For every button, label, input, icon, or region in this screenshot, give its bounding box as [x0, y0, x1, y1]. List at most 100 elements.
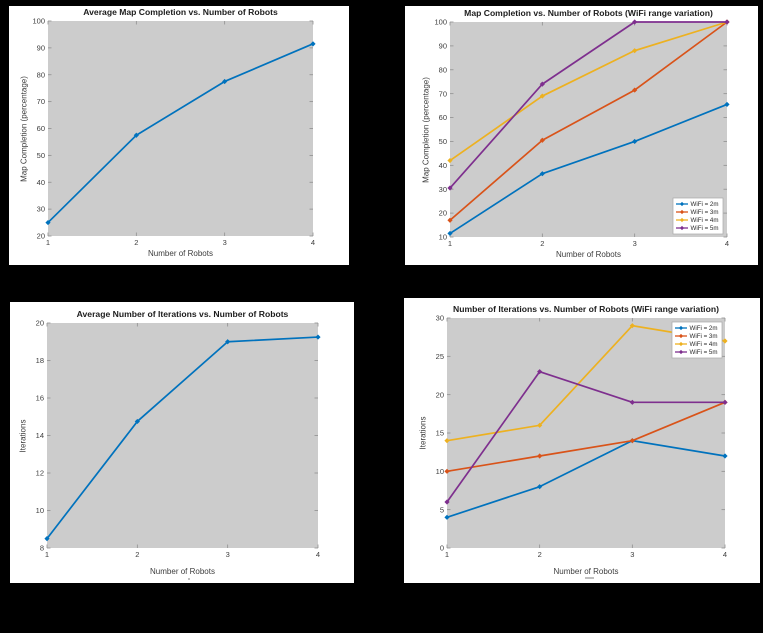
series-wifi-2m-0 [444, 438, 728, 520]
y-tick-label: 50 [37, 151, 45, 160]
legend-label: WiFi = 4m [690, 341, 718, 348]
x-tick-label: 4 [311, 238, 315, 247]
figure-average-map-completion: Average Map Completion vs. Number of Rob… [9, 6, 349, 265]
legend-marker [679, 225, 685, 231]
y-tick-label: 15 [436, 429, 444, 438]
x-axis-label: Number of Robots [148, 249, 213, 258]
legend-marker [678, 349, 684, 355]
data-point-marker [447, 230, 453, 237]
figure-average-iterations: Average Number of Iterations vs. Number … [10, 302, 354, 583]
y-tick-label: 25 [436, 352, 444, 361]
data-point-marker [444, 438, 450, 444]
data-point-marker [222, 78, 228, 85]
x-tick-label: 1 [46, 238, 50, 247]
data-point-marker [44, 536, 50, 542]
y-tick-label: 20 [37, 232, 45, 241]
legend-label: WiFi = 5m [690, 349, 718, 356]
series-line [449, 21, 727, 189]
legend-label: WiFi = 3m [691, 209, 719, 216]
legend-label: WiFi = 3m [690, 333, 718, 340]
x-axis-label: Number of Robots [150, 567, 215, 576]
data-point-marker [722, 453, 728, 459]
legend-label: WiFi = 2m [691, 201, 719, 208]
data-point-marker [722, 338, 728, 344]
y-tick-label: 10 [436, 467, 444, 476]
y-tick-label: 30 [439, 185, 447, 194]
chart-title: Average Number of Iterations vs. Number … [76, 309, 289, 319]
x-axis-label: Number of Robots [556, 250, 621, 259]
x-tick-label: 4 [723, 550, 727, 559]
data-point-marker [444, 468, 450, 474]
x-tick-label: 1 [445, 550, 449, 559]
axis-ticks [46, 322, 319, 549]
y-tick-label: 40 [37, 178, 45, 187]
data-point-marker [310, 41, 316, 47]
legend-entry-wifi-3m: WiFi = 3m [676, 209, 719, 216]
x-tick-label: 1 [45, 550, 49, 559]
y-tick-label: 30 [436, 314, 444, 323]
data-point-marker [724, 101, 730, 108]
legend-entry-wifi-5m: WiFi = 5m [675, 349, 718, 356]
plot-area: 1 2 3 4 20 30 40 50 60 70 80 90 100 [32, 17, 316, 247]
series-line [449, 103, 728, 235]
data-point-marker [724, 19, 730, 25]
y-tick-label: 12 [36, 469, 44, 478]
series-line [449, 21, 728, 162]
legend-label: WiFi = 2m [690, 325, 718, 332]
y-tick-label: 14 [36, 431, 44, 440]
data-point-marker [447, 185, 453, 191]
legend-marker [678, 341, 684, 347]
caption-fragment [585, 577, 594, 579]
y-tick-label: 60 [439, 113, 447, 122]
data-point-marker [225, 339, 231, 345]
y-tick-label: 10 [439, 233, 447, 242]
y-tick-label: 30 [37, 205, 45, 214]
y-tick-label: 70 [37, 97, 45, 106]
y-tick-label: 8 [40, 544, 44, 553]
x-tick-label: 3 [223, 238, 227, 247]
data-point-marker [315, 334, 321, 340]
caption-fragment [188, 578, 190, 580]
y-tick-label: 50 [439, 137, 447, 146]
y-tick-label: 80 [37, 70, 45, 79]
y-tick-label: 16 [36, 394, 44, 403]
axis-ticks [47, 20, 314, 237]
data-point-marker [45, 219, 51, 226]
data-point-marker [537, 453, 543, 459]
chart-title: Map Completion vs. Number of Robots (WiF… [464, 8, 713, 18]
series-average-0 [44, 334, 321, 542]
tick-labels: 1 2 3 4 10 20 30 40 50 60 70 80 90 100 [434, 18, 729, 248]
data-point-marker [447, 157, 453, 164]
tick-labels: 1 2 3 4 20 30 40 50 60 70 80 90 100 [32, 17, 315, 247]
x-tick-label: 3 [633, 239, 637, 248]
figure-iterations-wifi-variation: Number of Iterations vs. Number of Robot… [404, 298, 760, 583]
x-tick-label: 4 [316, 550, 320, 559]
series-average-0 [45, 41, 316, 226]
y-tick-label: 100 [434, 18, 447, 27]
x-tick-label: 3 [226, 550, 230, 559]
legend-label: WiFi = 4m [691, 217, 719, 224]
y-tick-label: 5 [440, 505, 444, 514]
y-tick-label: 0 [440, 544, 444, 553]
y-tick-label: 20 [36, 319, 44, 328]
y-tick-label: 60 [37, 124, 45, 133]
legend-label: WiFi = 5m [691, 225, 719, 232]
series-line [47, 43, 314, 224]
data-point-marker [447, 217, 453, 223]
series-line [449, 21, 728, 221]
series-line [446, 401, 726, 473]
tick-labels: 1 2 3 4 0 5 10 15 20 25 30 [436, 314, 727, 559]
legend-marker [679, 201, 685, 207]
y-tick-label: 80 [439, 65, 447, 74]
data-point-marker [134, 418, 140, 425]
data-point-marker [133, 132, 139, 138]
y-tick-label: 20 [436, 390, 444, 399]
legend-entry-wifi-2m: WiFi = 2m [676, 201, 719, 208]
x-tick-label: 3 [630, 550, 634, 559]
